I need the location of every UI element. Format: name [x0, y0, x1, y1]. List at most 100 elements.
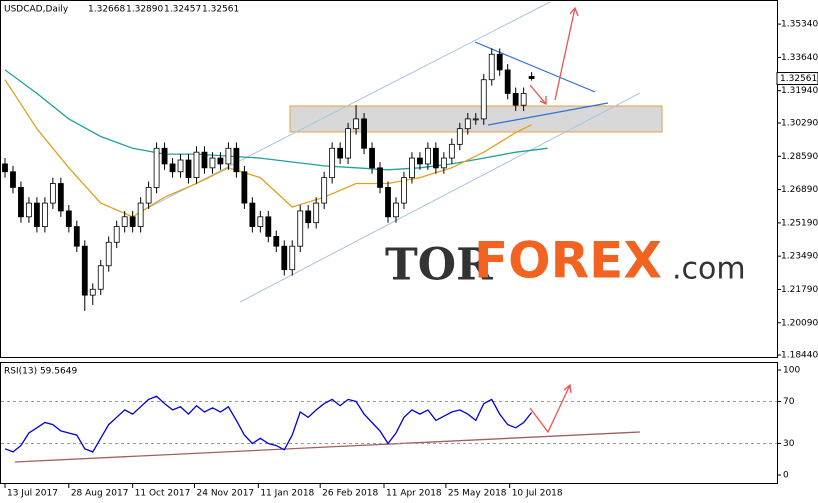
candle-body [217, 157, 224, 165]
candle-body [57, 183, 64, 212]
candle-body [153, 147, 160, 188]
candle-body [337, 147, 344, 159]
candle-body [377, 167, 383, 188]
candle-body [129, 216, 136, 227]
candle-body [329, 147, 336, 179]
y-tick-label: 1.35340 [781, 20, 818, 30]
candle-body [401, 177, 407, 204]
candle-body [241, 171, 248, 204]
candle-body [249, 202, 256, 227]
logo-text: TOR [385, 240, 493, 291]
channel-lower [239, 92, 641, 303]
candle-body [225, 147, 232, 165]
x-tick-label: 10 Jul 2018 [512, 489, 563, 499]
rsi-panel [0, 362, 778, 484]
candle-body [456, 128, 463, 145]
candle-body [512, 93, 519, 106]
symbol: USDCAD,Daily [4, 5, 69, 15]
y-tick-label: 70 [783, 397, 795, 407]
line [4, 69, 548, 171]
candle-body [121, 216, 128, 227]
y-tick-label: 1.30290 [781, 119, 818, 129]
candle-body [305, 210, 312, 224]
candle-body [361, 118, 367, 149]
candle-body [369, 147, 375, 169]
rsi-title: RSI(13) 59.5649 [4, 367, 77, 377]
candle-body [409, 157, 415, 179]
candle-body [321, 177, 328, 204]
price-label-box [776, 72, 818, 86]
candle-body [233, 147, 240, 173]
candle-body [345, 128, 352, 159]
candle-body [145, 187, 152, 204]
candle-body [89, 288, 96, 296]
candle-body [504, 69, 511, 94]
candle-body [185, 159, 192, 179]
candle-body [41, 202, 48, 227]
candle-body [313, 202, 320, 224]
x-tick-label: 11 Oct 2017 [135, 489, 191, 499]
x-tick-label: 11 Jan 2018 [260, 489, 314, 499]
candle-body [472, 118, 479, 121]
y-tick-label: 1.21790 [781, 285, 818, 295]
candle-body [488, 53, 495, 81]
y-tick-label: 1.25190 [781, 218, 818, 228]
candle-body [193, 151, 200, 179]
y-tick-label: 1.28590 [781, 152, 818, 162]
candle-body [520, 93, 527, 106]
candle-body [281, 245, 288, 271]
candle-body [496, 53, 503, 71]
x-tick-label: 24 Nov 2017 [197, 489, 255, 499]
candle-body [440, 157, 447, 169]
logo: TOR FOREX .com [385, 232, 746, 291]
arrow [529, 383, 572, 434]
candle-body [432, 147, 439, 169]
ohlc: 1.32668 [88, 5, 125, 15]
y-tick-label: 30 [783, 439, 795, 449]
candle-body [2, 163, 8, 173]
candle-body [273, 235, 280, 247]
y-tick-label: 1.31940 [781, 86, 818, 96]
candle-body [169, 163, 176, 173]
candle-body [34, 202, 40, 227]
candle-body [385, 187, 391, 218]
candle-body [480, 79, 487, 120]
candle-body [65, 210, 72, 227]
trend-line [487, 102, 609, 126]
candle-body [10, 171, 16, 188]
candle-body [161, 147, 168, 165]
y-tick-label: 100 [783, 366, 800, 376]
x-tick-label: 11 Apr 2018 [386, 489, 442, 499]
candle-body [257, 216, 264, 227]
candle-body [113, 226, 120, 243]
candle-body [201, 151, 208, 169]
candle-body [18, 187, 24, 218]
y-tick-label: 1.26890 [781, 185, 818, 195]
x-tick-label: 13 Jul 2017 [7, 489, 58, 499]
ohlc: 1.32457 [164, 5, 201, 15]
candle-body [448, 143, 455, 159]
arrow [554, 6, 579, 101]
price-panel [0, 0, 778, 358]
candle-body [393, 202, 399, 218]
y-tick-label: 1.23490 [781, 252, 818, 262]
x-tick-label: 25 May 2018 [448, 489, 507, 499]
candle-body [265, 216, 272, 237]
candle-body [26, 202, 32, 218]
y-tick-label: 1.20090 [781, 318, 818, 328]
y-tick-label: 1.33640 [781, 53, 818, 63]
candle-body [137, 202, 144, 227]
candle-body [209, 157, 216, 169]
price-label: 1.32561 [780, 74, 817, 84]
candle-body [81, 245, 88, 296]
y-tick-label: 0 [783, 471, 789, 481]
line [4, 79, 532, 218]
y-tick-label: 1.18440 [781, 351, 818, 361]
ohlc: 1.32561 [202, 5, 239, 15]
line [4, 395, 533, 453]
candle-body [297, 210, 304, 247]
trend-line [474, 41, 596, 93]
candle-body [464, 118, 471, 130]
logo-text: .com [672, 252, 746, 287]
